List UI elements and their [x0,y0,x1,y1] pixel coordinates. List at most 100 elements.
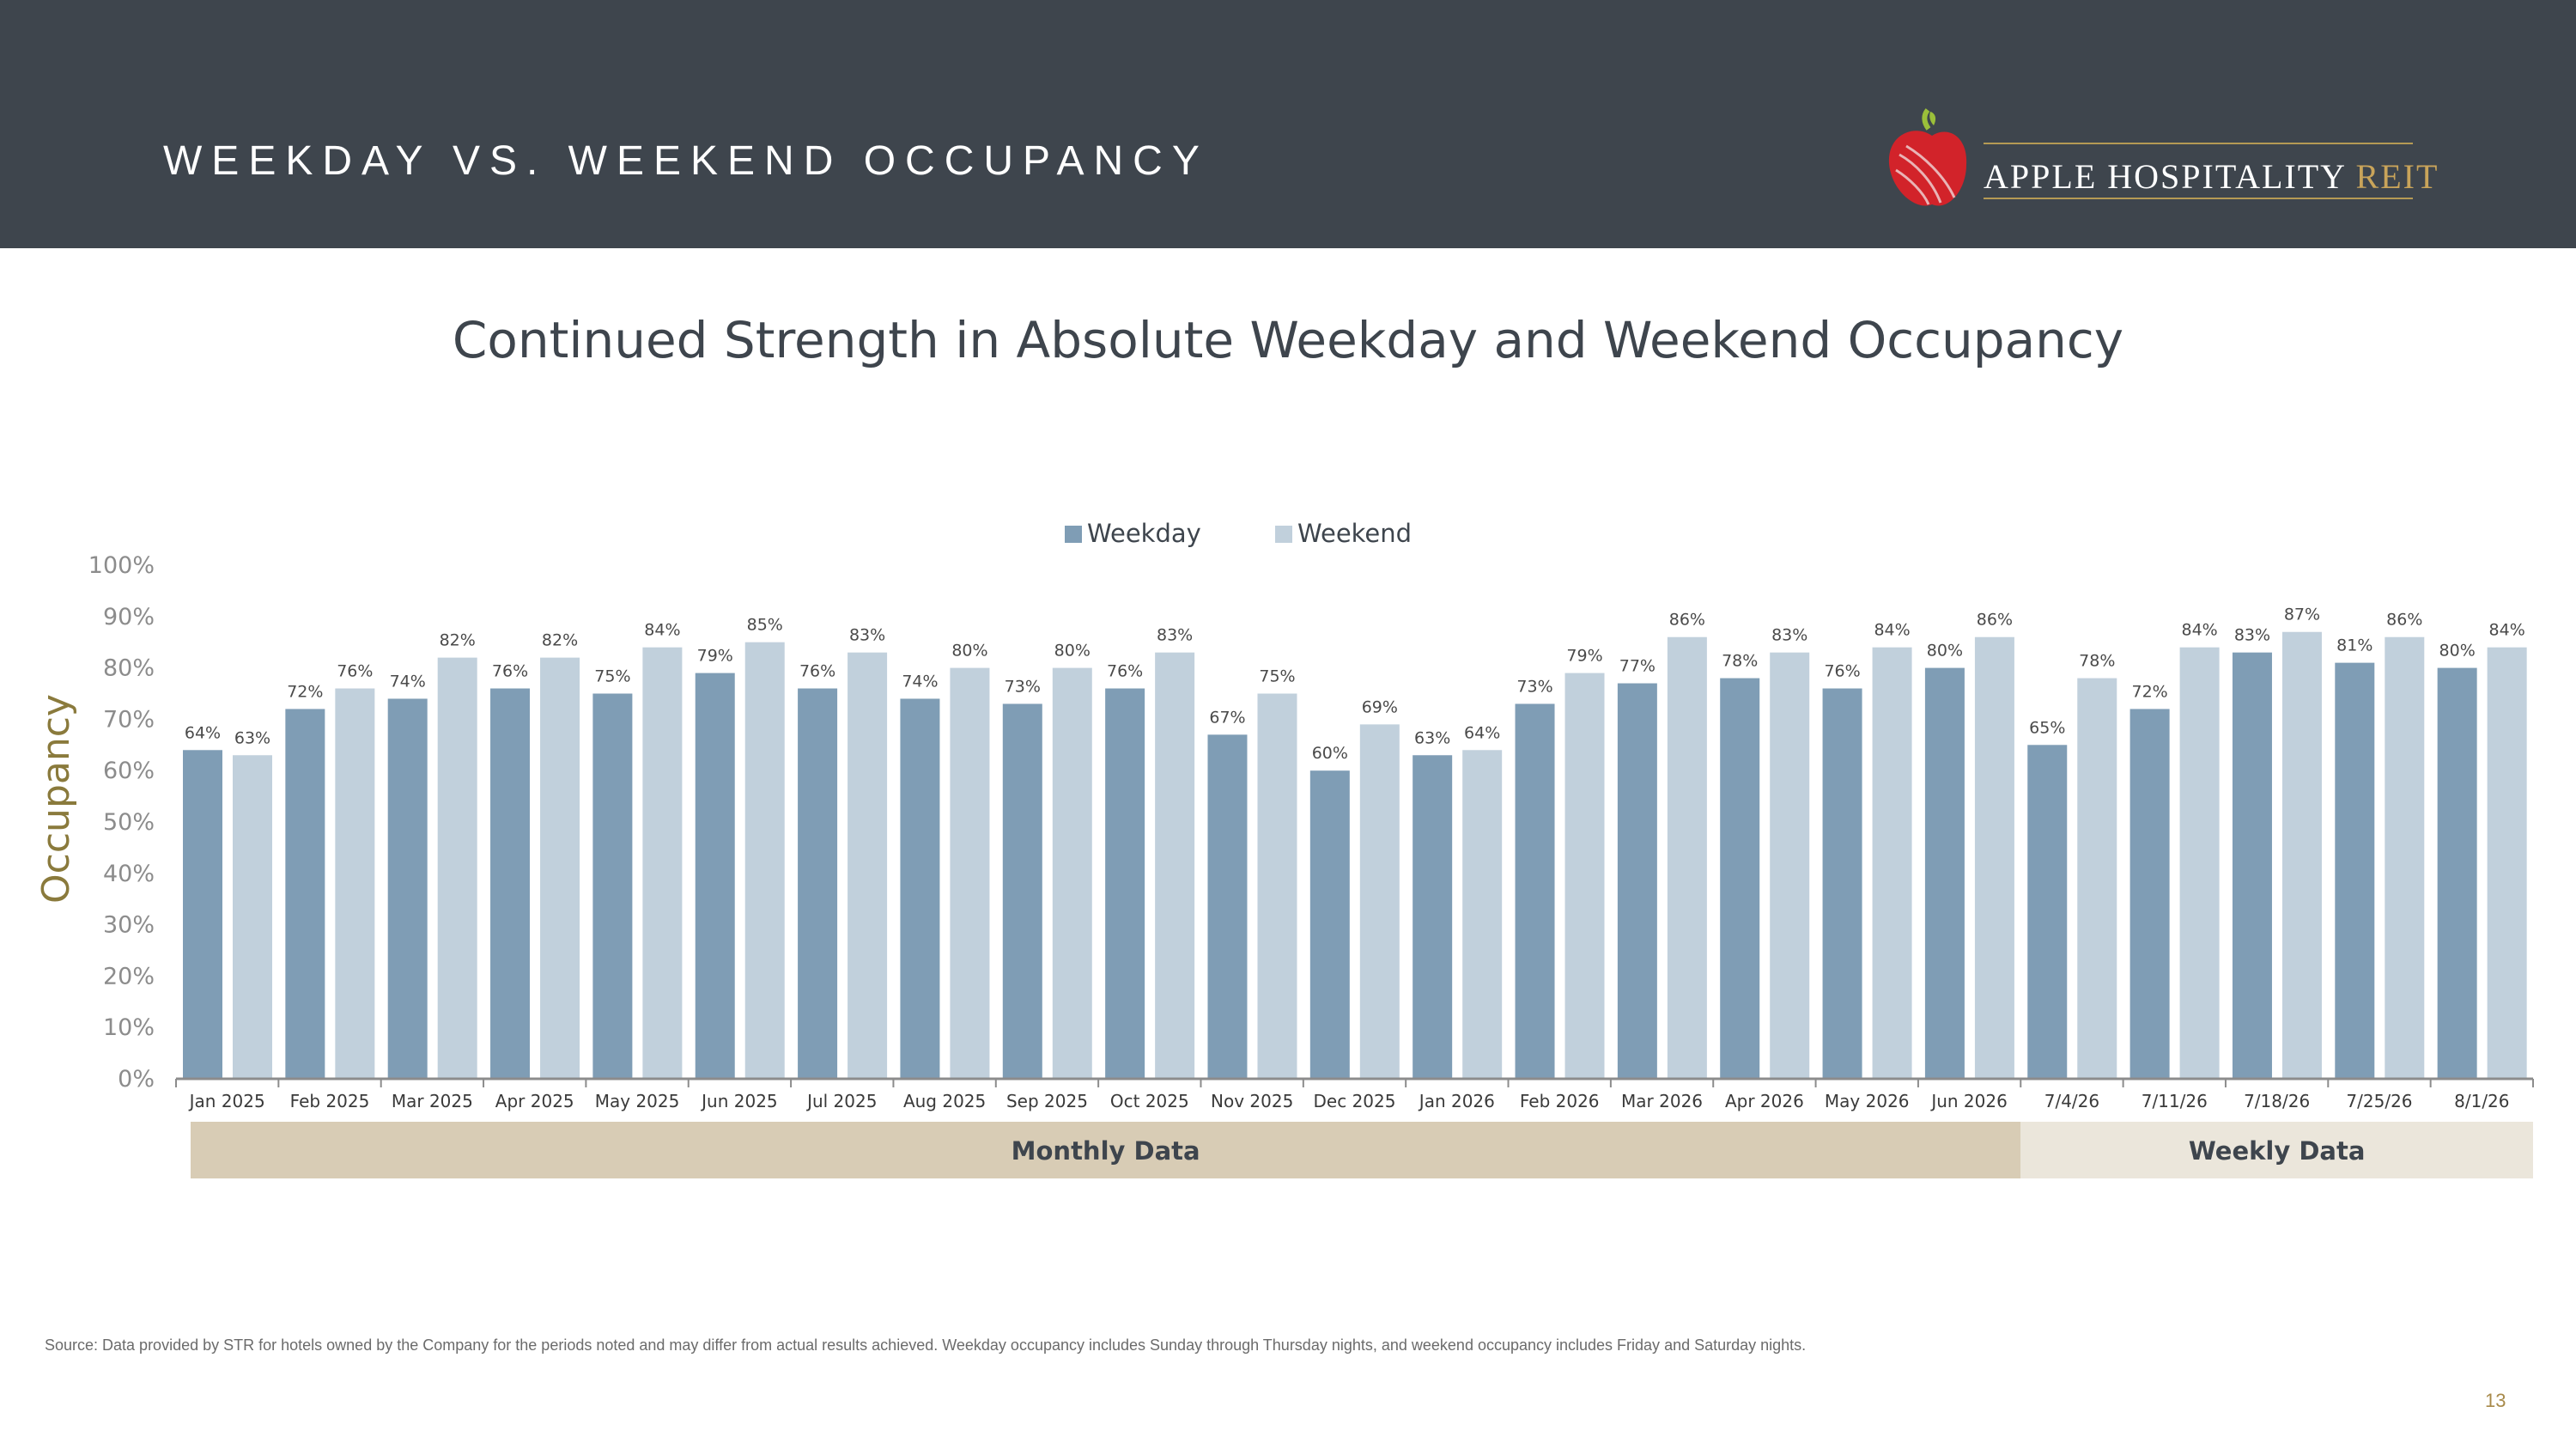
weekend-bar [950,667,990,1079]
y-tick-label: 60% [103,758,155,784]
weekday-bar [2335,662,2375,1079]
weekend-bar [642,647,683,1079]
y-tick-label: 20% [103,963,155,989]
weekday-bar [2027,745,2068,1079]
weekday-bar [387,698,428,1079]
weekend-data-label: 78% [2079,652,2115,671]
weekday-data-label: 78% [1722,652,1758,671]
weekend-bar [1667,636,1707,1079]
weekend-data-label: 82% [542,631,578,650]
weekday-bar [2129,709,2170,1079]
weekday-data-label: 76% [1107,662,1143,681]
weekday-data-label: 73% [1005,677,1041,696]
weekend-data-label: 85% [747,616,783,635]
y-tick-label: 90% [103,604,155,630]
weekday-bar [1002,703,1042,1079]
weekday-bar [1515,703,1555,1079]
y-tick-label: 30% [103,912,155,939]
y-tick-label: 10% [103,1014,155,1041]
legend-label-weekend: Weekend [1297,519,1412,548]
weekend-data-label: 86% [2386,611,2422,630]
weekday-data-label: 74% [902,672,938,691]
weekend-bar [1770,652,1810,1079]
apple-logo-icon [1888,108,1967,206]
legend-swatch-weekend [1275,526,1292,543]
weekend-data-label: 76% [337,662,373,681]
x-tick-label: Mar 2026 [1621,1091,1703,1111]
x-tick-label: Feb 2026 [1520,1091,1600,1111]
x-tick-label: 7/18/26 [2244,1091,2310,1111]
page-title: WEEKDAY VS. WEEKEND OCCUPANCY [163,138,1209,184]
logo-wordmark: APPLE HOSPITALITY REIT [1984,157,2439,196]
weekday-bar [695,673,735,1079]
x-tick-label: Jul 2025 [805,1091,877,1111]
weekday-bar [490,688,531,1079]
weekend-data-label: 83% [849,626,885,645]
weekend-data-label: 79% [1566,647,1602,666]
weekday-bar [1207,734,1248,1079]
weekday-data-label: 60% [1312,744,1348,763]
x-tick-label: Jan 2025 [188,1091,265,1111]
weekday-data-label: 80% [2439,642,2476,661]
weekend-bar [2281,631,2322,1079]
weekday-bar [900,698,940,1079]
weekend-bar [1462,750,1503,1079]
weekend-bar [437,657,477,1079]
x-tick-label: 7/11/26 [2142,1091,2208,1111]
weekend-data-label: 83% [1771,626,1807,645]
weekend-data-label: 86% [1669,611,1705,630]
weekend-data-label: 69% [1362,697,1398,716]
y-tick-label: 0% [118,1066,155,1093]
page-number: 13 [2485,1390,2506,1411]
y-tick-label: 70% [103,706,155,733]
weekday-bar [1413,755,1453,1079]
weekday-data-label: 77% [1619,657,1656,676]
weekend-bar [1974,636,2014,1079]
weekend-bar [1257,693,1297,1079]
weekend-bar [2179,647,2220,1079]
weekday-bar [1617,683,1657,1079]
source-footnote: Source: Data provided by STR for hotels … [45,1336,1807,1354]
weekday-data-label: 63% [1414,728,1450,747]
weekday-data-label: 76% [799,662,835,681]
weekend-data-label: 86% [1977,611,2013,630]
weekday-bar [1720,678,1760,1079]
weekend-data-label: 84% [2489,621,2525,640]
x-tick-label: Apr 2025 [495,1091,574,1111]
weekday-data-label: 67% [1209,708,1245,727]
weekday-bar [2437,667,2477,1079]
weekend-bar [233,755,272,1079]
weekday-data-label: 74% [390,672,426,691]
weekday-data-label: 73% [1516,677,1552,696]
weekday-data-label: 79% [697,647,733,666]
weekday-bar [798,688,838,1079]
x-tick-label: Apr 2026 [1725,1091,1804,1111]
weekday-bar [183,750,222,1079]
weekend-data-label: 83% [1157,626,1193,645]
x-tick-label: Oct 2025 [1110,1091,1189,1111]
weekday-bar [2232,652,2272,1079]
x-tick-label: Jan 2026 [1418,1091,1495,1111]
weekday-data-label: 75% [594,667,630,686]
weekday-data-label: 83% [2234,626,2270,645]
weekend-data-label: 75% [1259,667,1295,686]
legend-swatch-weekday [1065,526,1082,543]
weekend-bar [1155,652,1195,1079]
x-tick-label: Aug 2025 [903,1091,986,1111]
x-tick-label: May 2026 [1825,1091,1910,1111]
weekday-bar [1105,688,1145,1079]
weekend-bar [1359,724,1400,1079]
weekend-bar [2487,647,2527,1079]
weekend-bar [335,688,375,1079]
monthly-data-label: Monthly Data [1012,1136,1200,1166]
x-tick-label: Jun 2025 [700,1091,778,1111]
weekday-data-label: 76% [1824,662,1860,681]
company-logo: APPLE HOSPITALITY REIT [1880,103,2437,215]
x-tick-label: Nov 2025 [1211,1091,1293,1111]
weekend-data-label: 80% [1054,642,1091,661]
y-tick-label: 50% [103,809,155,836]
weekend-data-label: 87% [2284,606,2320,624]
weekday-data-label: 80% [1927,642,1963,661]
weekly-data-label: Weekly Data [2189,1136,2366,1166]
chart-subtitle: Continued Strength in Absolute Weekday a… [452,311,2124,369]
